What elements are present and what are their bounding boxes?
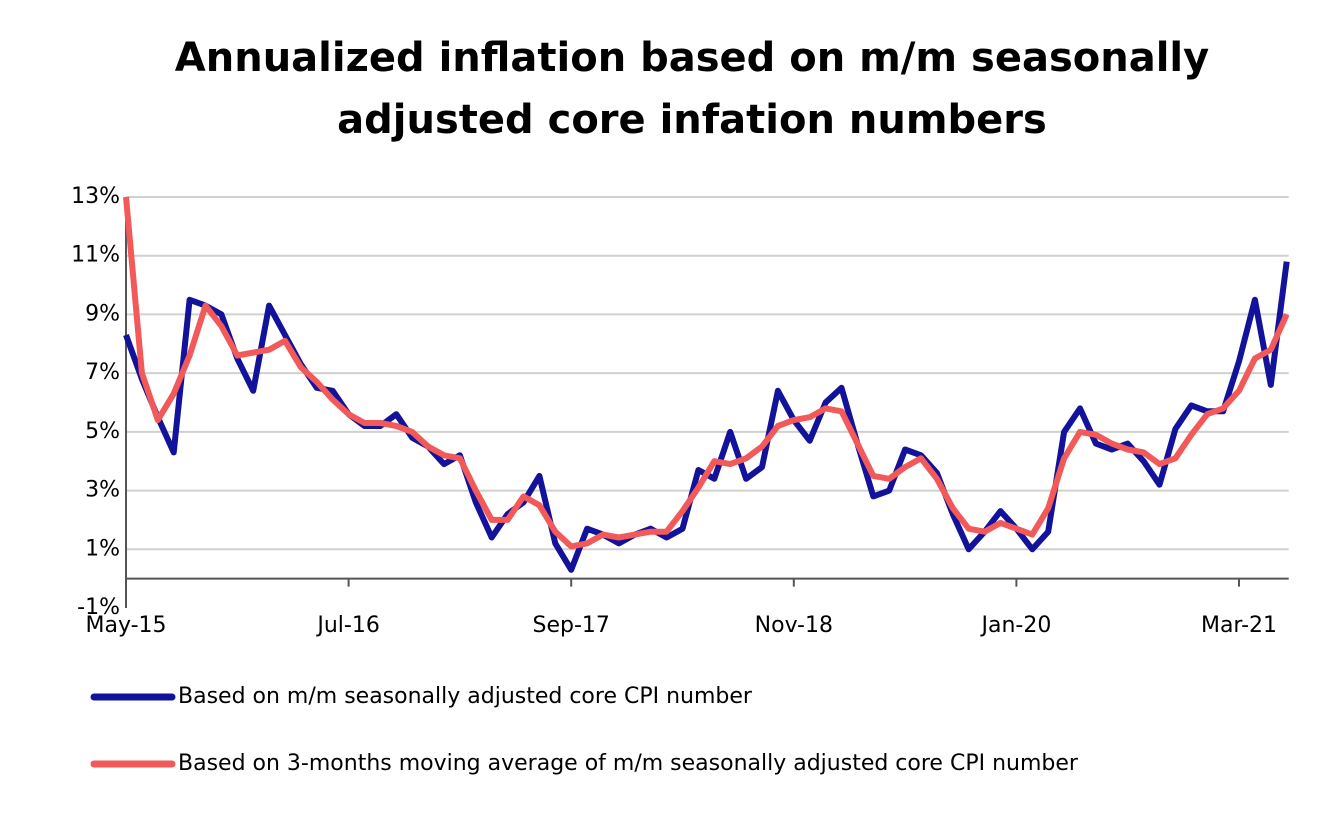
x-tick-label: Nov-18 <box>755 613 833 638</box>
series-line <box>123 261 1290 573</box>
y-tick-label: 3% <box>85 478 120 503</box>
x-tick-label: Jan-20 <box>979 613 1051 638</box>
x-tick-label: May-15 <box>85 613 166 638</box>
y-tick-label: 1% <box>85 536 120 561</box>
x-tick-label: Mar-21 <box>1201 613 1277 638</box>
y-tick-label: 11% <box>71 243 120 268</box>
x-tick-label: Jul-16 <box>315 613 379 638</box>
y-tick-label: 9% <box>85 301 120 326</box>
chart-title: Annualized inflation based on m/m season… <box>175 35 1209 81</box>
y-tick-label: 5% <box>85 419 120 444</box>
legend-label: Based on m/m seasonally adjusted core CP… <box>178 684 753 709</box>
series-line <box>123 196 1290 550</box>
y-tick-label: 13% <box>71 184 120 209</box>
legend-label: Based on 3-months moving average of m/m … <box>178 751 1079 776</box>
y-tick-label: -1% <box>77 595 120 620</box>
chart-title: adjusted core infation numbers <box>337 97 1047 143</box>
x-tick-label: Sep-17 <box>532 613 609 638</box>
y-tick-label: 7% <box>85 360 120 385</box>
